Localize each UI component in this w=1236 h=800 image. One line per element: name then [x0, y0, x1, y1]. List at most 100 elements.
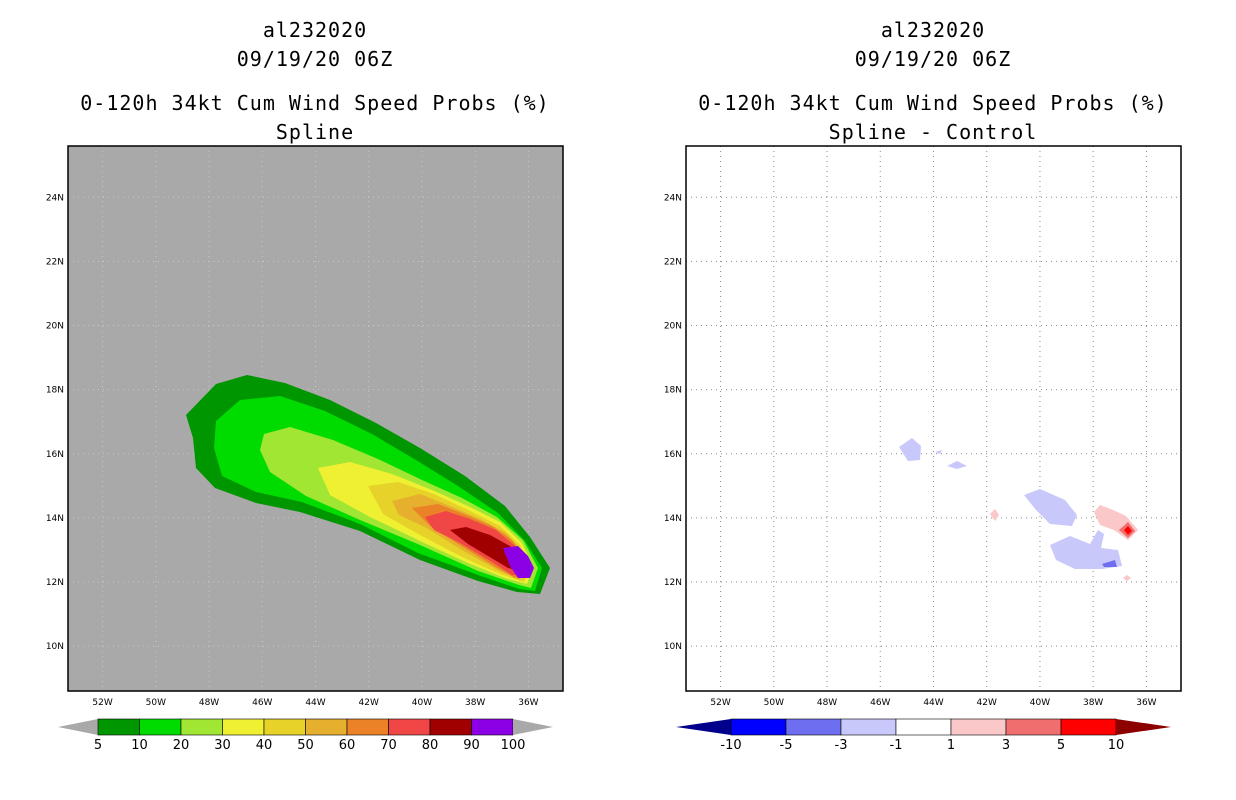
right-colorbar-swatch-5 [1005, 718, 1062, 736]
diff-blob-3 [947, 461, 967, 469]
left-colorbar-swatch-2 [180, 718, 223, 736]
diff-blob-4 [1024, 489, 1077, 526]
swath-level-90 [503, 546, 534, 578]
left-colorbar: 5 10 20 30 40 50 60 70 80 90 100 [58, 718, 553, 753]
left-datetime: 09/19/20 06Z [236, 47, 394, 71]
left-colorbar-swatch-4 [263, 718, 306, 736]
left-colorbar-label: 10 [131, 738, 148, 753]
left-colorbar-swatch-8 [429, 718, 472, 736]
diff-blob-10 [1124, 526, 1132, 535]
right-x-tick-label: 42W [977, 698, 997, 708]
right-x-tick-label: 40W [1030, 698, 1050, 708]
diff-blob-11 [1123, 575, 1131, 581]
left-y-tick-label: 14N [46, 514, 64, 524]
right-colorbar-label: -1 [890, 738, 903, 753]
left-x-tick-label: 48W [199, 698, 219, 708]
left-x-tick-label: 40W [412, 698, 432, 708]
right-x-tick-label: 46W [870, 698, 890, 708]
left-x-tick-label: 38W [465, 698, 485, 708]
right-colorbar-swatch-0 [730, 718, 787, 736]
diff-blob-7 [990, 509, 999, 521]
left-y-tick-label: 18N [46, 386, 64, 396]
left-colorbar-swatch-9 [471, 718, 514, 736]
right-x-tick-label: 44W [923, 698, 943, 708]
left-colorbar-swatch-5 [305, 718, 348, 736]
right-difference-map: 52W 50W 48W 46W 44W 42W 40W 38W 36W 10N 12N 14N 16N 1… [664, 145, 1182, 708]
right-map-background [686, 146, 1181, 691]
right-x-tick-label: 36W [1136, 698, 1156, 708]
left-y-tick-label: 12N [46, 578, 64, 588]
left-colorbar-swatch-6 [346, 718, 389, 736]
left-colorbar-label: 30 [214, 738, 231, 753]
right-colorbar-under-triangle [676, 719, 731, 735]
left-colorbar-under-triangle [58, 719, 98, 735]
left-colorbar-label: 80 [422, 738, 439, 753]
right-colorbar-swatch-3 [895, 718, 952, 736]
left-x-tick-label: 50W [146, 698, 166, 708]
right-x-tick-label: 52W [710, 698, 730, 708]
left-y-tick-label: 20N [46, 322, 64, 332]
left-x-tick-label: 52W [92, 698, 112, 708]
right-colorbar-label: 5 [1057, 738, 1065, 753]
left-colorbar-swatch-7 [388, 718, 431, 736]
right-colorbar-label: 1 [947, 738, 955, 753]
right-colorbar-swatch-4 [950, 718, 1007, 736]
right-x-tick-label: 48W [817, 698, 837, 708]
left-y-tick-label: 10N [46, 642, 64, 652]
right-x-tick-label: 38W [1083, 698, 1103, 708]
left-x-tick-label: 36W [518, 698, 538, 708]
left-colorbar-label: 90 [463, 738, 480, 753]
right-colorbar-swatch-2 [840, 718, 897, 736]
left-x-tick-label: 46W [252, 698, 272, 708]
diff-blob-5 [1050, 530, 1122, 569]
diff-blob-6 [1102, 560, 1117, 567]
left-colorbar-label: 20 [173, 738, 190, 753]
right-storm-id: al232020 [880, 18, 986, 42]
left-y-tick-label: 24N [46, 193, 64, 203]
right-colorbar-label: -3 [835, 738, 848, 753]
left-colorbar-label: 50 [297, 738, 314, 753]
left-colorbar-swatch-1 [139, 718, 182, 736]
left-colorbar-label: 100 [501, 738, 526, 753]
left-product-title: 0-120h 34kt Cum Wind Speed Probs (%) [80, 91, 550, 115]
left-colorbar-swatch-0 [97, 718, 140, 736]
right-colorbar-label: 3 [1002, 738, 1010, 753]
diff-blob-1 [899, 438, 921, 461]
left-y-tick-label: 16N [46, 450, 64, 460]
right-colorbar-label: 10 [1108, 738, 1125, 753]
left-y-tick-label: 22N [46, 257, 64, 267]
left-colorbar-label: 60 [339, 738, 356, 753]
diff-blob-2 [935, 450, 942, 454]
left-map-frame [67, 145, 564, 692]
left-storm-id: al232020 [262, 18, 368, 42]
right-colorbar: -10 -5 -3 -1 1 3 5 10 [676, 718, 1171, 753]
right-colorbar-over-triangle [1116, 719, 1171, 735]
left-subtitle: Spline [275, 120, 355, 144]
left-colorbar-label: 70 [380, 738, 397, 753]
right-y-tick-label: 24N [664, 193, 682, 203]
left-x-tick-label: 42W [359, 698, 379, 708]
right-y-tick-label: 14N [664, 514, 682, 524]
left-colorbar-label: 40 [256, 738, 273, 753]
left-probability-map: 52W 50W 48W 46W 44W 42W 40W 38W 36W 10N 12N 14N 16N 1… [46, 145, 564, 708]
right-datetime: 09/19/20 06Z [854, 47, 1012, 71]
right-colorbar-swatch-1 [785, 718, 842, 736]
right-difference-features [899, 438, 1138, 581]
right-colorbar-swatch-6 [1060, 718, 1117, 736]
left-colorbar-swatch-3 [222, 718, 265, 736]
right-y-tick-label: 18N [664, 386, 682, 396]
left-colorbar-over-triangle [513, 719, 553, 735]
left-colorbar-label: 5 [94, 738, 102, 753]
left-x-tick-label: 44W [305, 698, 325, 708]
right-product-title: 0-120h 34kt Cum Wind Speed Probs (%) [698, 91, 1168, 115]
right-y-tick-label: 20N [664, 322, 682, 332]
right-x-tick-label: 50W [764, 698, 784, 708]
right-map-frame [685, 145, 1182, 692]
right-y-tick-label: 12N [664, 578, 682, 588]
right-y-tick-label: 10N [664, 642, 682, 652]
left-probability-swath [186, 375, 550, 594]
swath-level-80 [450, 527, 518, 570]
right-colorbar-label: -5 [780, 738, 793, 753]
right-colorbar-label: -10 [720, 738, 741, 753]
